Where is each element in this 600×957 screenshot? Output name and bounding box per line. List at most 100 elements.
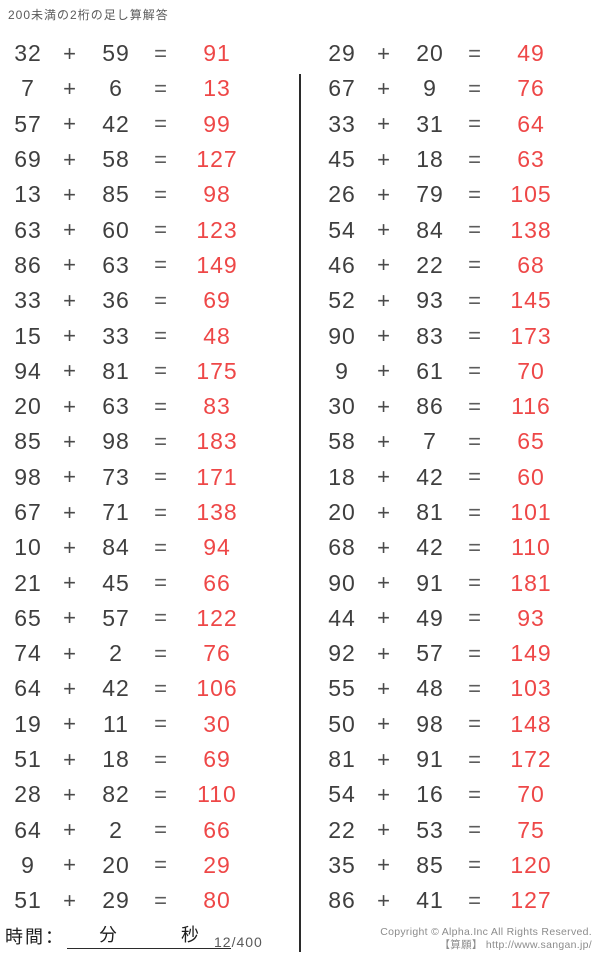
problem-row: 68 + 42 = 110 <box>318 530 600 565</box>
plus-sign: + <box>63 640 77 666</box>
operand-b: 73 <box>102 463 130 490</box>
operand-a: 18 <box>328 463 356 490</box>
equals-sign: = <box>154 464 168 490</box>
plus-sign: + <box>63 75 77 101</box>
equals-sign: = <box>154 358 168 384</box>
operand-a: 20 <box>14 393 42 420</box>
operand-b: 57 <box>102 604 130 631</box>
operand-b: 9 <box>423 75 437 102</box>
problem-row: 29 + 20 = 49 <box>318 36 600 71</box>
equals-sign: = <box>154 499 168 525</box>
operand-b: 33 <box>102 322 130 349</box>
problem-row: 20 + 81 = 101 <box>318 495 600 530</box>
plus-sign: + <box>377 217 391 243</box>
answer: 13 <box>203 75 231 102</box>
answer: 66 <box>203 816 231 843</box>
answer: 69 <box>203 746 231 773</box>
problem-row: 55 + 48 = 103 <box>318 671 600 706</box>
operand-b: 85 <box>416 851 444 878</box>
operand-a: 98 <box>14 463 42 490</box>
problem-row: 81 + 91 = 172 <box>318 742 600 777</box>
equals-sign: = <box>154 393 168 419</box>
plus-sign: + <box>377 358 391 384</box>
answer: 66 <box>203 569 231 596</box>
answer: 116 <box>511 393 551 420</box>
plus-sign: + <box>63 817 77 843</box>
equals-sign: = <box>468 393 482 419</box>
footer: 時間： 分 秒 12/400 Copyright © Alpha.Inc All… <box>0 915 600 957</box>
plus-sign: + <box>377 428 391 454</box>
problem-row: 20 + 63 = 83 <box>4 389 300 424</box>
answer: 172 <box>510 746 552 773</box>
equals-sign: = <box>468 605 482 631</box>
equals-sign: = <box>154 675 168 701</box>
operand-b: 81 <box>102 357 130 384</box>
equals-sign: = <box>468 852 482 878</box>
problem-row: 35 + 85 = 120 <box>318 848 600 883</box>
operand-b: 18 <box>102 746 130 773</box>
column-divider-line <box>299 74 301 952</box>
operand-b: 91 <box>416 569 444 596</box>
equals-sign: = <box>154 887 168 913</box>
plus-sign: + <box>377 146 391 172</box>
operand-b: 82 <box>102 781 130 808</box>
problem-row: 86 + 63 = 149 <box>4 248 300 283</box>
problem-row: 18 + 42 = 60 <box>318 460 600 495</box>
problem-row: 33 + 31 = 64 <box>318 107 600 142</box>
equals-sign: = <box>468 358 482 384</box>
operand-a: 9 <box>21 851 35 878</box>
operand-b: 81 <box>416 499 444 525</box>
operand-a: 54 <box>328 781 356 808</box>
plus-sign: + <box>63 252 77 278</box>
answer: 75 <box>517 816 545 843</box>
plus-sign: + <box>377 887 391 913</box>
problem-row: 21 + 45 = 66 <box>4 565 300 600</box>
operand-a: 10 <box>14 534 42 561</box>
problem-row: 54 + 16 = 70 <box>318 777 600 812</box>
problem-row: 7 + 6 = 13 <box>4 71 300 106</box>
equals-sign: = <box>154 534 168 560</box>
plus-sign: + <box>63 746 77 772</box>
answer: 63 <box>517 146 545 173</box>
operand-a: 52 <box>328 287 356 314</box>
equals-sign: = <box>468 570 482 596</box>
equals-sign: = <box>154 111 168 137</box>
operand-a: 33 <box>328 110 356 137</box>
answer: 70 <box>517 781 545 808</box>
operand-b: 48 <box>416 675 444 702</box>
operand-b: 18 <box>416 146 444 173</box>
answer: 171 <box>196 463 238 490</box>
answer: 80 <box>203 887 231 914</box>
operand-a: 9 <box>335 357 349 384</box>
answer: 68 <box>517 251 545 278</box>
problem-row: 32 + 59 = 91 <box>4 36 300 71</box>
problem-row: 9 + 20 = 29 <box>4 848 300 883</box>
equals-sign: = <box>468 781 482 807</box>
answer: 106 <box>196 675 238 702</box>
answer: 99 <box>203 110 231 137</box>
plus-sign: + <box>63 605 77 631</box>
equals-sign: = <box>468 111 482 137</box>
plus-sign: + <box>63 499 77 525</box>
answer: 101 <box>510 499 552 525</box>
plus-sign: + <box>377 287 391 313</box>
operand-a: 29 <box>328 40 356 67</box>
equals-sign: = <box>468 746 482 772</box>
answer: 48 <box>203 322 231 349</box>
operand-b: 84 <box>102 534 130 561</box>
equals-sign: = <box>468 499 482 525</box>
operand-a: 63 <box>14 216 42 243</box>
answer: 64 <box>517 110 545 137</box>
operand-a: 64 <box>14 675 42 702</box>
plus-sign: + <box>377 40 391 66</box>
problem-row: 57 + 42 = 99 <box>4 107 300 142</box>
equals-sign: = <box>154 181 168 207</box>
plus-sign: + <box>377 111 391 137</box>
operand-b: 85 <box>102 181 130 208</box>
equals-sign: = <box>154 252 168 278</box>
answer: 29 <box>203 851 231 878</box>
problem-row: 28 + 82 = 110 <box>4 777 300 812</box>
answer: 145 <box>510 287 552 314</box>
problem-row: 85 + 98 = 183 <box>4 424 300 459</box>
time-label: 時間： <box>5 927 65 947</box>
